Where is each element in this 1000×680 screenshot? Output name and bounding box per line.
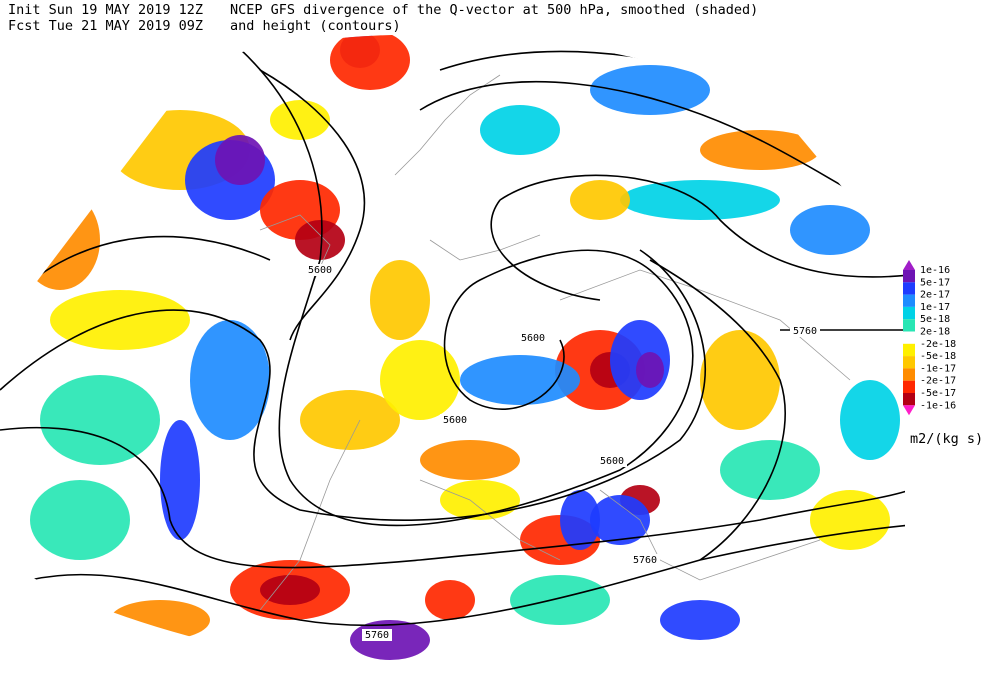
colorbar-label: -1e-17	[920, 363, 956, 374]
field-blob	[420, 440, 520, 480]
colorbar-label: 1e-16	[920, 265, 950, 276]
contour-label-box	[518, 332, 548, 344]
field-blob	[510, 575, 610, 625]
contour-label-box	[630, 554, 660, 566]
colorbar-box	[903, 368, 915, 381]
colorbar-label: 5e-18	[920, 314, 950, 325]
colorbar-box	[903, 319, 915, 332]
field-blob	[260, 575, 320, 605]
field-blob	[590, 65, 710, 115]
colorbar-box	[903, 380, 915, 393]
field-blob	[50, 290, 190, 350]
field-blob	[660, 600, 740, 640]
colorbar-box	[903, 393, 915, 406]
contour-label: 5600	[308, 265, 332, 276]
colorbar-label: 5e-17	[920, 277, 950, 288]
field-blob	[570, 180, 630, 220]
colorbar-label: -5e-18	[920, 351, 956, 362]
colorbar: 1e-165e-172e-171e-175e-182e-18-2e-18-5e-…	[903, 260, 956, 416]
contour-label-box	[362, 629, 392, 641]
field-blob	[160, 420, 200, 540]
colorbar-label: -1e-16	[920, 400, 956, 411]
field-blob	[700, 330, 780, 430]
colorbar-label: 1e-17	[920, 302, 950, 313]
colorbar-box	[903, 331, 915, 344]
contour-label-box	[597, 455, 627, 467]
contour-label-box	[790, 325, 820, 337]
field-blob	[215, 135, 265, 185]
field-blob	[560, 490, 600, 550]
field-blob	[295, 220, 345, 260]
field-blob	[810, 490, 890, 550]
field-blob	[460, 355, 580, 405]
contour-label-box	[305, 264, 335, 276]
colorbar-box	[903, 282, 915, 295]
contour-label-box	[440, 414, 470, 426]
colorbar-top	[903, 260, 915, 270]
field-blob	[300, 390, 400, 450]
contour-label: 5760	[365, 630, 389, 641]
init-time: Init Sun 19 MAY 2019 12Z	[8, 2, 203, 18]
field-blob	[636, 352, 664, 388]
field-blob	[330, 34, 410, 90]
forecast-time: Fcst Tue 21 MAY 2019 09Z	[8, 18, 203, 34]
field-blob	[840, 380, 900, 460]
shaded-field	[20, 34, 900, 660]
field-blob	[40, 375, 160, 465]
field-blob	[700, 130, 820, 170]
field-blob	[590, 495, 650, 545]
colorbar-label: -5e-17	[920, 388, 956, 399]
colorbar-box	[903, 270, 915, 283]
field-blob	[425, 580, 475, 620]
contour-labels: 5600 5600 5600 5600 5760 5760 5760	[305, 264, 820, 641]
contour-label: 5600	[521, 333, 545, 344]
subtitle: and height (contours)	[230, 18, 401, 34]
field-blob	[270, 100, 330, 140]
field-blob	[30, 480, 130, 560]
coastlines	[259, 74, 851, 611]
field-blob	[370, 260, 430, 340]
field-blob	[620, 180, 780, 220]
colorbar-box	[903, 294, 915, 307]
colorbar-box	[903, 306, 915, 320]
colorbar-label: -2e-17	[920, 376, 956, 387]
contour-label: 5760	[633, 555, 657, 566]
title: NCEP GFS divergence of the Q-vector at 5…	[230, 2, 758, 18]
field-blob	[440, 480, 520, 520]
field-blob	[480, 105, 560, 155]
colorbar-box	[903, 356, 915, 369]
field-blob	[720, 440, 820, 500]
field-blob	[190, 320, 270, 440]
field-blob	[790, 205, 870, 255]
contour-label: 5600	[600, 456, 624, 467]
colorbar-label: 2e-18	[920, 327, 950, 338]
field-blob	[380, 340, 460, 420]
colorbar-label: 2e-17	[920, 290, 950, 301]
colorbar-unit: m2/(kg s)	[910, 431, 983, 447]
contour-label: 5600	[443, 415, 467, 426]
contour-label: 5760	[793, 326, 817, 337]
colorbar-bottom	[903, 405, 915, 416]
colorbar-box	[903, 343, 915, 357]
colorbar-label: -2e-18	[920, 339, 956, 350]
